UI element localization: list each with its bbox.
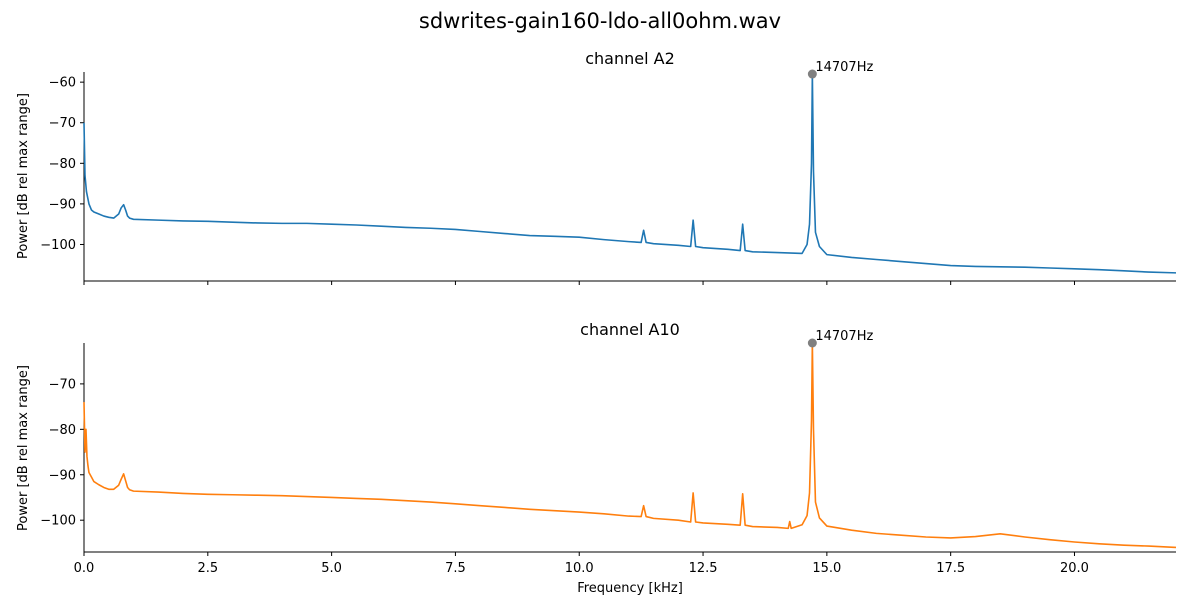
- y-ticks: −100 −90 −80 −70 −60: [40, 76, 84, 253]
- y-tick-label: −100: [40, 238, 76, 253]
- subplot-title: channel A2: [585, 49, 675, 68]
- y-axis-label: Power [dB rel max range]: [16, 93, 31, 259]
- x-axis-label: Frequency [kHz]: [577, 581, 683, 596]
- y-tick-label: −70: [49, 377, 76, 392]
- y-tick-label: −90: [49, 468, 76, 483]
- peak-marker: [807, 69, 817, 79]
- x-tick-label: 2.5: [197, 561, 218, 576]
- x-tick-label: 0.0: [74, 561, 95, 576]
- peak-marker: [807, 338, 817, 348]
- y-tick-label: −90: [49, 197, 76, 212]
- subplot-title: channel A10: [580, 320, 680, 339]
- series-line-a10: [83, 342, 1177, 549]
- figure-title: sdwrites-gain160-ldo-all0ohm.wav: [419, 9, 781, 33]
- x-tick-label: 10.0: [565, 561, 594, 576]
- x-tick-label: 20.0: [1060, 561, 1089, 576]
- y-tick-label: −80: [49, 423, 76, 438]
- x-tick-label: 5.0: [321, 561, 342, 576]
- peak-label: 14707Hz: [815, 329, 873, 344]
- peak-label: 14707Hz: [815, 60, 873, 75]
- x-ticks: [83, 281, 1075, 285]
- y-ticks: −100 −90 −80 −70: [40, 377, 84, 529]
- x-tick-label: 7.5: [445, 561, 466, 576]
- x-tick-label: 15.0: [812, 561, 841, 576]
- series-line-a2: [83, 73, 1177, 274]
- y-tick-label: −80: [49, 157, 76, 172]
- subplot-channel-a2: channel A2 Power [dB rel max range] −100…: [16, 49, 1177, 285]
- x-tick-label: 12.5: [689, 561, 718, 576]
- y-tick-label: −70: [49, 116, 76, 131]
- subplot-channel-a10: channel A10 Power [dB rel max range] Fre…: [16, 320, 1177, 596]
- x-tick-label: 17.5: [936, 561, 965, 576]
- x-ticks: 0.0 2.5 5.0 7.5 10.0 12.5 15.0 17.5 20.0: [74, 552, 1089, 576]
- y-tick-label: −60: [49, 76, 76, 91]
- y-tick-label: −100: [40, 514, 76, 529]
- y-axis-label: Power [dB rel max range]: [16, 365, 31, 531]
